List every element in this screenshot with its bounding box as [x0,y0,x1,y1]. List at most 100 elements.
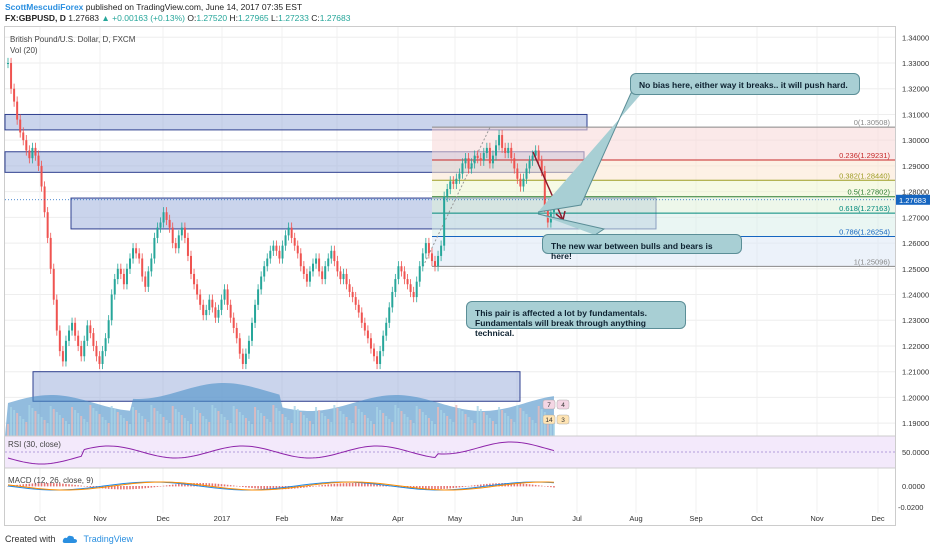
macd-histogram-bar [324,484,326,487]
volume-bar [452,422,455,436]
volume-bar [226,420,229,436]
y-tick-label: 1.19000 [902,419,929,428]
event-badge [556,414,570,425]
volume-bar [10,407,13,436]
volume-bar [290,423,293,436]
x-tick-label: Aug [629,514,642,523]
volume-bar [308,421,311,436]
y-tick-label: 1.25000 [902,265,929,274]
candle-body [46,212,49,238]
volume-bar [186,421,189,436]
volume-bar [101,417,104,436]
volume-bar [421,412,424,436]
volume-bar [519,408,522,436]
y-tick-label: 1.28000 [902,188,929,197]
candle-body [19,119,22,133]
macd-histogram-bar [431,486,433,490]
candle-body [263,266,266,277]
annotation-no-bias[interactable]: No bias here, either way it breaks.. it … [630,73,860,95]
macd-histogram-bar [470,485,473,487]
macd-histogram-bar [254,486,256,489]
macd-histogram-bar [522,483,525,487]
candle-body [418,266,421,282]
candle-body [95,345,98,357]
volume-bar [376,407,379,436]
volume-bar [345,417,348,436]
volume-bar [476,406,479,436]
volume-bar [495,424,497,436]
candle-body [516,168,519,179]
volume-bar [507,416,510,436]
macd-histogram-bar [49,483,52,487]
annotation-bulls-bears[interactable]: The new war between bulls and bears is h… [542,234,742,261]
macd-histogram-bar [65,483,67,487]
macd-histogram-bar [379,484,381,487]
volume-bar [446,416,449,436]
candle-body [504,147,507,154]
author-link[interactable]: ScottMescudiForex [5,2,84,12]
volume-bar [171,406,174,436]
macd-histogram-bar [156,486,159,487]
candle-body [190,255,192,274]
volume-bar [327,419,330,436]
candle-body [467,158,470,169]
candle-body [376,356,379,364]
volume-bar [49,406,52,436]
volume-bar [162,417,165,436]
volume-bar [232,406,235,436]
volume-bar [86,422,89,436]
candle-body [226,289,229,305]
volume-bar [504,413,507,436]
volume-bar [385,416,388,436]
volume-bar [348,420,351,436]
x-tick-label: Oct [751,514,764,523]
y-tick-label: 1.33000 [902,59,929,68]
rsi-legend: RSI (30, close) [8,440,61,449]
macd-histogram-bar [333,483,336,487]
candle-body [162,212,165,223]
candle-body [254,304,257,323]
candle-body [406,279,409,285]
y-tick-label: 1.31000 [902,110,929,119]
candle-body [61,351,64,362]
candle-body [205,309,208,316]
macd-histogram-bar [303,486,305,488]
candle-body [156,227,159,238]
volume-bar [516,405,519,436]
fib-level-label: 0.382(1.28440) [839,171,890,180]
volume-legend: Vol (20) [10,46,38,55]
macd-histogram-bar [181,483,183,487]
volume-bar [485,415,488,436]
candle-body [287,227,290,236]
volume-bar [107,423,110,436]
ohlc-readout: FX:GBPUSD, D 1.27683 ▲ +0.00163 (+0.13%)… [5,13,350,23]
macd-histogram-bar [132,486,134,490]
tradingview-brand[interactable]: TradingView [83,534,134,544]
volume-bar [199,413,202,436]
volume-bar [369,421,372,436]
candle-body [199,294,202,305]
candle-body [369,338,372,349]
volume-bar [501,410,504,436]
macd-histogram-bar [239,486,241,487]
volume-bar [412,423,415,436]
support-resistance-zone [4,113,588,131]
macd-histogram-bar [348,483,351,487]
x-tick-label: May [448,514,462,523]
macd-histogram-bar [364,483,366,487]
macd-histogram-bar [534,484,537,487]
volume-bar [254,407,257,436]
macd-histogram-bar [248,486,250,488]
candle-body [7,63,9,65]
chart-frame[interactable] [4,26,896,526]
annotation-fundamentals[interactable]: This pair is affected a lot by fundament… [466,301,686,338]
y-tick-label: 1.32000 [902,85,929,94]
fib-level-label: 1(1.25096) [854,257,891,266]
macd-histogram-bar [43,483,46,487]
candle-body [241,353,244,364]
macd-histogram-bar [46,483,49,487]
volume-bar [74,410,77,436]
candle-body [80,345,83,357]
candle-body [308,271,311,282]
